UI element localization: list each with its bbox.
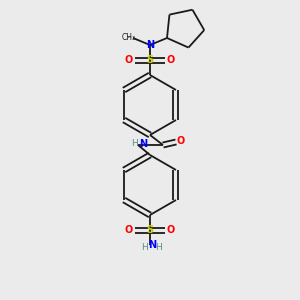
Text: O: O bbox=[167, 225, 175, 235]
Text: S: S bbox=[146, 225, 154, 235]
Text: N: N bbox=[148, 240, 156, 250]
Text: O: O bbox=[167, 55, 175, 65]
Text: CH₃: CH₃ bbox=[122, 32, 136, 41]
Text: H: H bbox=[132, 139, 138, 148]
Text: N: N bbox=[139, 139, 147, 149]
Text: S: S bbox=[146, 55, 154, 65]
Text: methyl: methyl bbox=[128, 36, 132, 38]
Text: N: N bbox=[146, 40, 154, 50]
Text: O: O bbox=[125, 225, 133, 235]
Text: H: H bbox=[142, 242, 148, 251]
Text: O: O bbox=[177, 136, 185, 146]
Text: H: H bbox=[156, 242, 162, 251]
Text: O: O bbox=[125, 55, 133, 65]
